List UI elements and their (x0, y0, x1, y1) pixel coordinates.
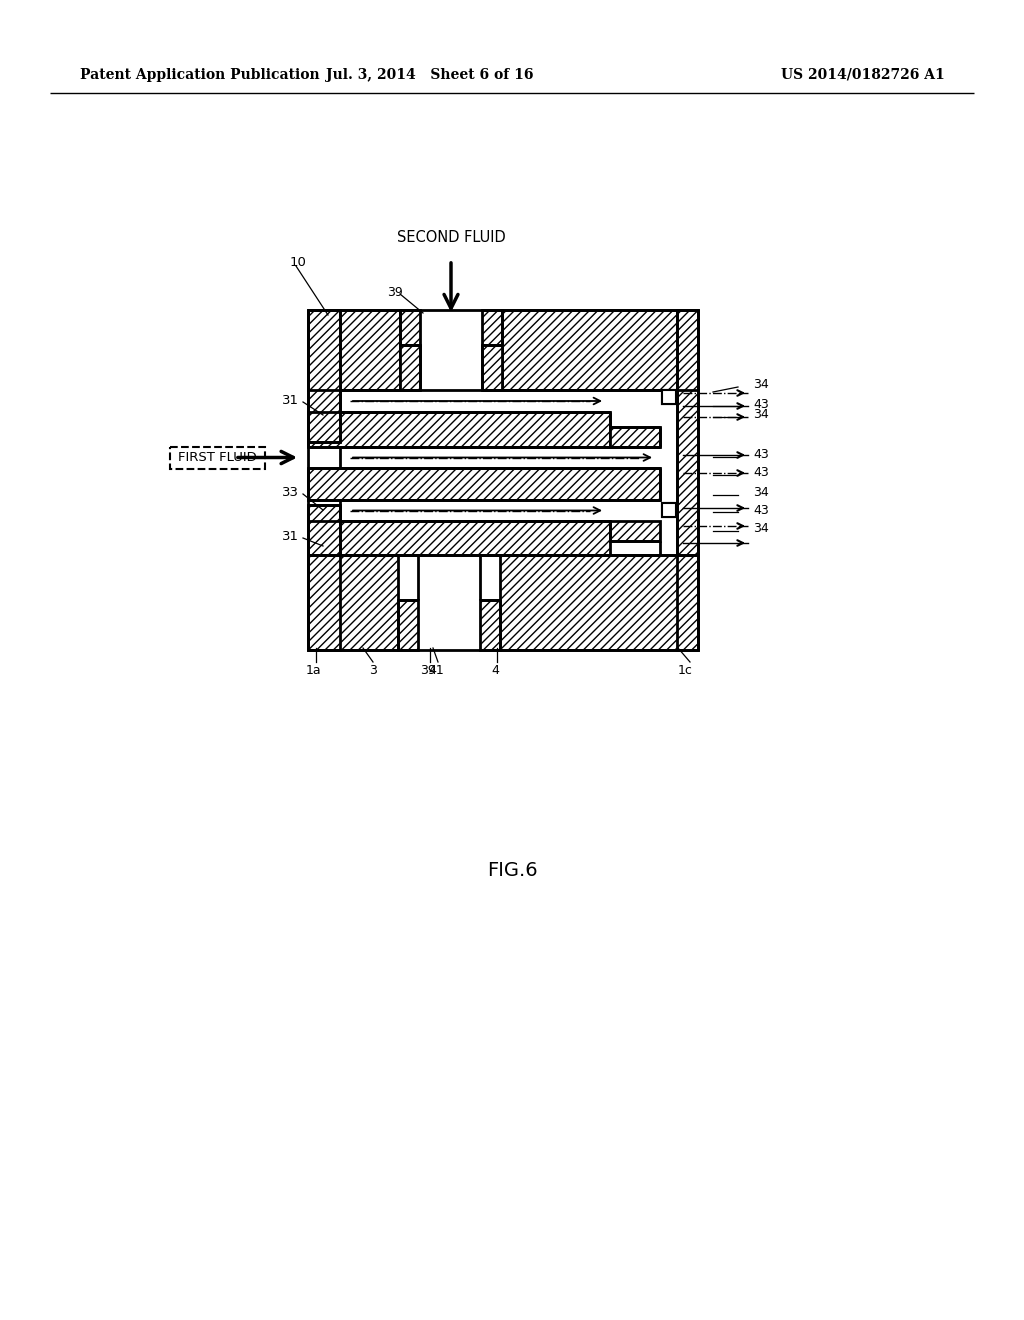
Text: 10: 10 (290, 256, 307, 268)
Bar (482, 310, 502, 345)
Text: 4: 4 (492, 664, 499, 676)
Bar (662, 389, 676, 404)
Bar (610, 426, 660, 447)
Bar (308, 310, 400, 389)
Text: 31: 31 (282, 393, 299, 407)
Text: 3: 3 (369, 664, 377, 676)
Bar (400, 310, 420, 345)
Bar (677, 310, 698, 649)
Bar (308, 554, 398, 649)
Text: 34: 34 (753, 379, 769, 392)
Text: Patent Application Publication: Patent Application Publication (80, 69, 319, 82)
Text: 41: 41 (428, 664, 443, 676)
Text: 43: 43 (753, 449, 769, 462)
Text: 1c: 1c (678, 664, 693, 676)
Text: 34: 34 (753, 523, 769, 536)
Text: 43: 43 (753, 503, 769, 516)
Text: 43: 43 (753, 466, 769, 479)
Text: 43: 43 (753, 397, 769, 411)
Text: 1a: 1a (305, 664, 321, 676)
Bar (610, 521, 660, 541)
Text: US 2014/0182726 A1: US 2014/0182726 A1 (781, 69, 945, 82)
Text: 39: 39 (420, 664, 436, 676)
Bar (308, 521, 610, 554)
Bar (662, 389, 676, 404)
Bar (662, 503, 676, 517)
Bar (308, 469, 660, 500)
Bar (662, 503, 676, 517)
Text: FIG.6: FIG.6 (486, 861, 538, 879)
Bar (502, 310, 698, 389)
Text: 31: 31 (282, 529, 299, 543)
Bar (482, 345, 502, 389)
Text: 34: 34 (753, 408, 769, 421)
Bar (308, 310, 340, 442)
Bar (500, 554, 698, 649)
Text: 33: 33 (282, 486, 299, 499)
Text: FIRST FLUID: FIRST FLUID (177, 451, 256, 465)
Bar (308, 506, 340, 649)
Bar (398, 601, 418, 649)
Bar (400, 345, 420, 389)
Bar (480, 601, 500, 649)
Text: 39: 39 (387, 285, 402, 298)
Text: SECOND FLUID: SECOND FLUID (396, 230, 506, 246)
Bar (308, 412, 610, 447)
FancyBboxPatch shape (170, 446, 265, 469)
Text: 34: 34 (753, 487, 769, 499)
Text: Jul. 3, 2014   Sheet 6 of 16: Jul. 3, 2014 Sheet 6 of 16 (327, 69, 534, 82)
